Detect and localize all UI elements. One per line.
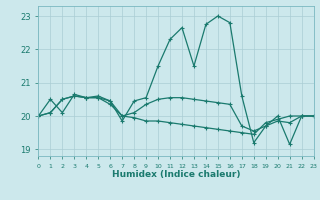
X-axis label: Humidex (Indice chaleur): Humidex (Indice chaleur) [112, 170, 240, 179]
